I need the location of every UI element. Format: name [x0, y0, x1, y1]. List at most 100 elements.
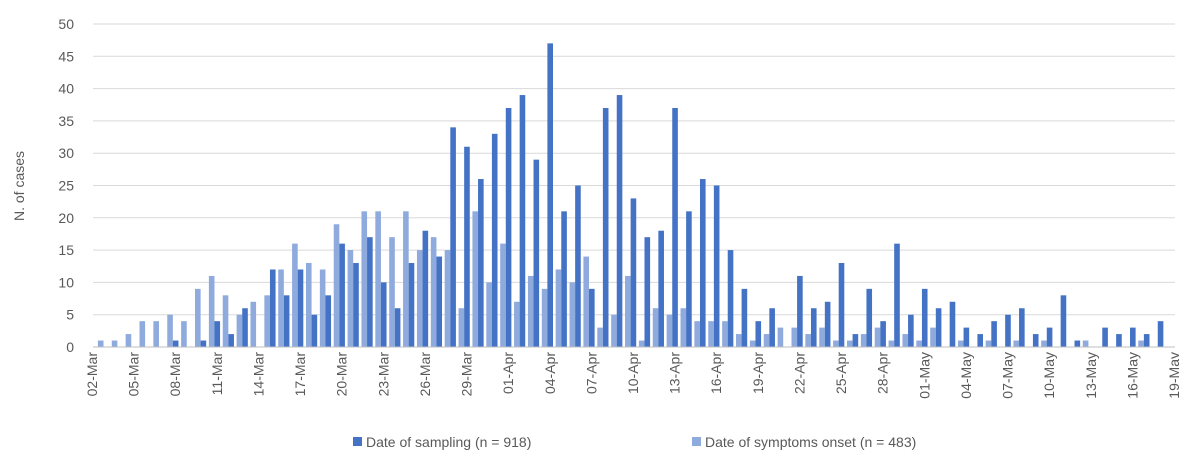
bar-symptoms-onset [389, 237, 395, 347]
bar-sampling [464, 146, 470, 347]
bar-symptoms-onset [319, 269, 326, 347]
bar-sampling [172, 340, 179, 347]
x-tick-label: 17-Mar [292, 352, 308, 397]
bar-symptoms-onset [874, 327, 881, 347]
x-tick-label: 04-Apr [542, 352, 558, 394]
bar-sampling [727, 250, 734, 347]
bar-symptoms-onset [236, 314, 243, 347]
bar-symptoms-onset [819, 327, 825, 347]
bar-sampling [297, 269, 304, 347]
y-tick-label: 15 [58, 242, 74, 258]
x-tick-label: 22-Apr [792, 352, 808, 394]
legend-label: Date of symptoms onset (n = 483) [705, 434, 916, 450]
bar-symptoms-onset [403, 211, 409, 347]
bar-symptoms-onset [1082, 340, 1089, 347]
bar-symptoms-onset [139, 321, 146, 347]
x-tick-label: 11-Mar [209, 352, 225, 396]
legend-swatch [353, 437, 362, 446]
bar-symptoms-onset [208, 275, 215, 347]
bar-symptoms-onset [930, 327, 936, 347]
legend: Date of sampling (n = 918) Date of sympto… [353, 434, 916, 450]
bar-sampling [1060, 295, 1067, 347]
bar-sampling [589, 288, 595, 347]
bar-sampling [491, 133, 498, 347]
bar-symptoms-onset [1138, 340, 1144, 347]
x-tick-label: 16-Apr [708, 352, 724, 394]
bar-sampling [561, 211, 567, 347]
bar-symptoms-onset [666, 314, 673, 347]
bar-symptoms-onset [916, 340, 922, 347]
bar-symptoms-onset [569, 282, 576, 347]
bar-symptoms-onset [514, 301, 520, 347]
bar-sampling [394, 308, 401, 347]
x-tick-label: 23-Mar [375, 352, 391, 397]
legend-swatch [692, 437, 701, 446]
bar-sampling [214, 321, 221, 347]
bar-sampling [935, 308, 942, 347]
bar-sampling [963, 327, 970, 347]
bar-sampling [505, 107, 512, 347]
bar-symptoms-onset [846, 340, 853, 347]
x-tick-label: 07-May [1000, 352, 1016, 399]
bar-symptoms-onset [153, 321, 159, 347]
bar-sampling [852, 334, 859, 347]
bar-sampling [450, 127, 456, 347]
bar-sampling [699, 179, 706, 347]
bar-sampling [1074, 340, 1081, 347]
bar-symptoms-onset [694, 321, 700, 347]
bar-symptoms-onset [264, 295, 270, 347]
bar-sampling [908, 314, 914, 347]
x-tick-label: 02-Mar [84, 352, 100, 397]
bar-sampling [380, 282, 387, 347]
bar-sampling [658, 230, 664, 347]
x-tick-label: 19-Apr [750, 352, 766, 394]
x-tick-labels: 02-Mar 05-Mar 08-Mar 11-Mar 14-Mar 17-Mar 20-M… [84, 352, 1179, 399]
y-tick-label: 50 [58, 16, 74, 32]
bar-sampling [1102, 327, 1108, 347]
bar-symptoms-onset [458, 308, 465, 347]
bar-sampling [880, 321, 886, 347]
x-tick-label: 26-Mar [417, 352, 433, 397]
bar-symptoms-onset [250, 301, 257, 347]
x-tick-label: 28-Apr [875, 352, 891, 394]
y-tick-label: 10 [58, 274, 74, 290]
bar-symptoms-onset [805, 334, 811, 347]
y-tick-label: 30 [58, 145, 74, 161]
bar-sampling [644, 237, 651, 347]
bar-symptoms-onset [472, 211, 479, 347]
bar-sampling [242, 308, 248, 347]
bar-sampling [686, 211, 692, 347]
y-tick-label: 25 [58, 178, 74, 194]
y-tick-label: 40 [58, 81, 74, 97]
bar-symptoms-onset [791, 327, 798, 347]
bar-sampling [949, 301, 956, 347]
bar-symptoms-onset [361, 211, 368, 347]
bar-sampling [519, 95, 526, 347]
bar-symptoms-onset [680, 308, 687, 347]
x-tick-label: 10-Apr [625, 352, 641, 394]
bar-sampling [991, 321, 997, 347]
bar-sampling [436, 256, 443, 347]
y-tick-label: 20 [58, 210, 74, 226]
bar-sampling [1116, 334, 1122, 347]
bar-sampling [283, 295, 290, 347]
bar-sampling [769, 308, 775, 347]
bar-symptoms-onset [749, 340, 756, 347]
bar-symptoms-onset [985, 340, 992, 347]
bar-symptoms-onset [486, 282, 492, 347]
x-tick-label: 01-Apr [500, 352, 516, 394]
x-tick-label: 25-Apr [833, 352, 849, 394]
bar-symptoms-onset [555, 269, 562, 347]
bar-sampling [1046, 327, 1053, 347]
bar-sampling [894, 243, 900, 347]
bar-sampling [1032, 334, 1039, 347]
bar-symptoms-onset [278, 269, 284, 347]
x-tick-label: 05-Mar [126, 352, 142, 397]
y-tick-label: 5 [66, 307, 74, 323]
bars [97, 43, 1164, 347]
x-tick-label: 08-Mar [167, 352, 183, 397]
y-tick-label: 45 [58, 48, 74, 64]
bar-sampling [713, 185, 720, 347]
bar-sampling [866, 288, 873, 347]
